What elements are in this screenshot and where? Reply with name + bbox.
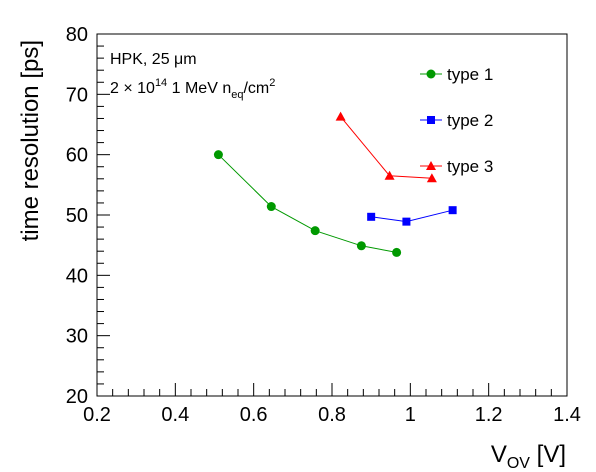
data-point (266, 202, 276, 212)
x-tick-label: 1 (405, 404, 416, 426)
y-axis-title: time resolution [ps] (17, 40, 44, 241)
data-point (213, 150, 223, 160)
legend-label: type 2 (447, 111, 493, 130)
data-series (213, 111, 457, 257)
series-line (218, 154, 397, 253)
series-line (371, 209, 453, 223)
data-point (384, 170, 395, 180)
y-tick-label: 30 (66, 326, 88, 348)
series-line (340, 116, 432, 179)
data-point (392, 247, 402, 257)
legend-entry: type 3 (420, 157, 493, 176)
legend-marker (426, 69, 436, 79)
y-tick-label: 60 (66, 145, 88, 167)
y-tick-label: 40 (66, 265, 88, 287)
series-3 (335, 111, 437, 183)
legend-label: type 3 (447, 157, 493, 176)
annotation-line1: HPK, 25 μm (110, 51, 197, 68)
x-tick-label: 1.2 (475, 404, 503, 426)
data-point (426, 173, 437, 183)
legend-marker (426, 161, 436, 170)
series-2 (367, 206, 457, 226)
legend-marker (427, 116, 435, 124)
data-point (402, 217, 411, 226)
x-tick-label: 0.4 (161, 404, 189, 426)
legend-label: type 1 (447, 65, 493, 84)
y-tick-label: 70 (66, 84, 88, 106)
series-1 (213, 150, 402, 257)
legend: type 1 type 2 type 3 (420, 65, 493, 176)
y-tick-label: 20 (66, 386, 88, 408)
annotation-line2: 2 × 1014 1 MeV neq/cm2 (110, 77, 275, 101)
tick-labels: 0.2 0.4 0.6 0.8 1 1.2 1.4 20 30 40 50 60 70 80 (66, 24, 581, 426)
legend-entry: type 2 (420, 111, 493, 130)
legend-entry: type 1 (420, 65, 493, 84)
data-point (335, 111, 346, 121)
x-tick-label: 1.4 (553, 404, 581, 426)
x-tick-label: 0.8 (318, 404, 346, 426)
data-point (356, 241, 366, 251)
x-tick-label: 0.2 (83, 404, 111, 426)
axis-ticks (96, 33, 568, 397)
y-tick-label: 80 (66, 24, 88, 46)
x-axis-title: VOV [V] (491, 441, 566, 472)
y-tick-label: 50 (66, 205, 88, 227)
x-tick-label: 0.6 (240, 404, 268, 426)
data-point (310, 226, 320, 236)
data-point (448, 206, 457, 215)
data-point (367, 212, 376, 221)
